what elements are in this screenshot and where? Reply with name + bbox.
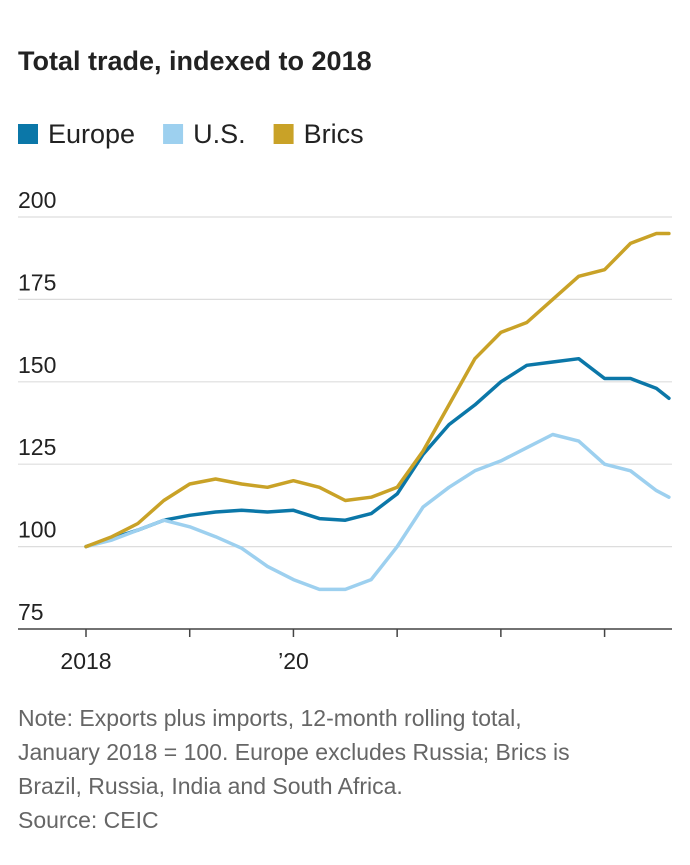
x-tick-label: ’20	[278, 648, 309, 674]
note: Brazil, Russia, India and South Africa.	[18, 773, 403, 799]
y-tick-label: 100	[18, 517, 56, 543]
x-tick-label: 2018	[60, 648, 111, 674]
line-series	[84, 356, 671, 549]
y-tick-label: 75	[18, 599, 44, 625]
legend-label: Brics	[304, 119, 364, 149]
y-tick-label: 175	[18, 269, 56, 295]
legend-label: U.S.	[193, 119, 246, 149]
line-series	[84, 432, 671, 592]
line-series	[84, 231, 671, 549]
note: Source: CEIC	[18, 807, 159, 833]
note: Note: Exports plus imports, 12-month rol…	[18, 705, 522, 731]
note: January 2018 = 100. Europe excludes Russ…	[18, 739, 570, 765]
legend-swatch	[18, 124, 38, 144]
legend-swatch	[273, 124, 294, 144]
y-tick-label: 125	[18, 434, 56, 460]
chart-title: Total trade, indexed to 2018	[18, 46, 372, 76]
legend-label: Europe	[48, 119, 135, 149]
y-tick-label: 150	[18, 352, 56, 378]
y-tick-label: 200	[18, 187, 56, 213]
legend-swatch	[163, 124, 184, 144]
